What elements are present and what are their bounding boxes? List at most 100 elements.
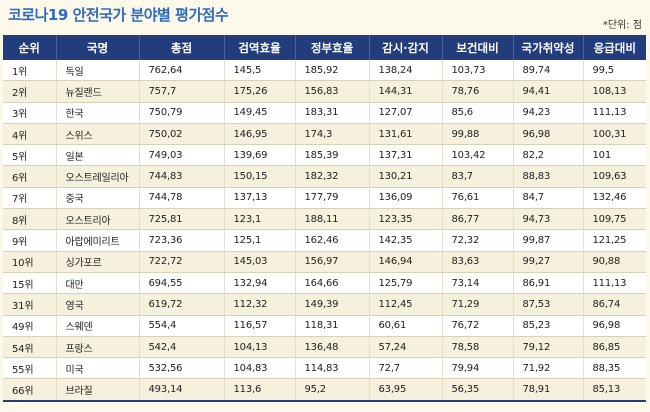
cell-rank: 2위: [3, 80, 57, 103]
cell-total: 749,03: [139, 144, 225, 167]
cell-vulnerability: 82,2: [513, 144, 584, 167]
cell-country: 영국: [56, 293, 140, 316]
cell-country: 스위스: [56, 123, 140, 146]
cell-vulnerability: 99,87: [513, 229, 584, 252]
cell-country: 스웨덴: [56, 315, 140, 337]
cell-rank: 9위: [3, 229, 57, 252]
cell-emergency: 100,31: [583, 123, 646, 146]
cell-quarantine: 112,32: [224, 293, 296, 316]
cell-quarantine: 137,13: [224, 187, 296, 210]
cell-emergency: 132,46: [583, 187, 646, 210]
cell-health: 99,88: [442, 123, 514, 146]
column-header-health: 보건대비: [442, 35, 514, 60]
cell-emergency: 109,63: [583, 165, 646, 188]
cell-total: 725,81: [139, 208, 225, 231]
cell-total: 750,02: [139, 123, 225, 146]
table-row: 49위 스웨덴 554,4 116,57 118,31 60,61 76,72 85,23 96…: [3, 315, 646, 337]
column-header-quarantine: 검역효율: [224, 35, 296, 60]
cell-country: 브라질: [56, 378, 140, 402]
cell-total: 722,72: [139, 251, 225, 273]
table-row: 66위 브라질 493,14 113,6 95,2 63,95 56,35 78,91 85,1…: [3, 378, 646, 402]
cell-vulnerability: 99,27: [513, 251, 584, 273]
cell-health: 71,29: [442, 293, 514, 316]
cell-quarantine: 175,26: [224, 80, 296, 103]
cell-quarantine: 125,1: [224, 229, 296, 252]
cell-quarantine: 116,57: [224, 315, 296, 337]
cell-monitoring: 127,07: [369, 102, 443, 124]
cell-monitoring: 112,45: [369, 293, 443, 316]
cell-monitoring: 136,09: [369, 187, 443, 210]
cell-quarantine: 123,1: [224, 208, 296, 231]
table-row: 9위 아랍에미리트 723,36 125,1 162,46 142,35 72,32 99,8…: [3, 229, 646, 252]
column-header-government: 정부효율: [295, 35, 370, 60]
column-header-rank: 순위: [3, 35, 57, 60]
table-row: 31위 영국 619,72 112,32 149,39 112,45 71,29 87,53 8…: [3, 293, 646, 316]
cell-total: 723,36: [139, 229, 225, 252]
cell-government: 95,2: [295, 378, 370, 402]
cell-total: 744,83: [139, 165, 225, 188]
page-title: 코로나19 안전국가 분야별 평가점수: [8, 6, 229, 24]
table-row: 54위 프랑스 542,4 104,13 136,48 57,24 78,58 79,12 86…: [3, 336, 646, 359]
cell-rank: 49위: [3, 315, 57, 337]
cell-emergency: 109,75: [583, 208, 646, 231]
cell-health: 86,77: [442, 208, 514, 231]
cell-country: 미국: [56, 357, 140, 380]
cell-rank: 15위: [3, 272, 57, 295]
cell-total: 750,79: [139, 102, 225, 124]
cell-rank: 66위: [3, 378, 57, 402]
table-row: 15위 대만 694,55 132,94 164,66 125,79 73,14 86,91 1…: [3, 272, 646, 295]
cell-health: 79,94: [442, 357, 514, 380]
cell-monitoring: 146,94: [369, 251, 443, 273]
cell-rank: 55위: [3, 357, 57, 380]
cell-monitoring: 57,24: [369, 336, 443, 359]
cell-monitoring: 123,35: [369, 208, 443, 231]
cell-total: 532,56: [139, 357, 225, 380]
cell-emergency: 88,35: [583, 357, 646, 380]
cell-rank: 10위: [3, 251, 57, 273]
cell-vulnerability: 84,7: [513, 187, 584, 210]
cell-health: 73,14: [442, 272, 514, 295]
table-row: 6위 오스트레일리아 744,83 150,15 182,32 130,21 83,7 88,…: [3, 165, 646, 188]
table-row: 2위 뉴질랜드 757,7 175,26 156,83 144,31 78,76 94,41 1…: [3, 80, 646, 103]
cell-vulnerability: 94,41: [513, 80, 584, 103]
cell-country: 대만: [56, 272, 140, 295]
cell-government: 182,32: [295, 165, 370, 188]
cell-total: 619,72: [139, 293, 225, 316]
cell-vulnerability: 87,53: [513, 293, 584, 316]
table-row: 10위 싱가포르 722,72 145,03 156,97 146,94 83,63 99,2…: [3, 251, 646, 273]
cell-monitoring: 131,61: [369, 123, 443, 146]
cell-rank: 5위: [3, 144, 57, 167]
cell-rank: 4위: [3, 123, 57, 146]
cell-monitoring: 125,79: [369, 272, 443, 295]
cell-government: 164,66: [295, 272, 370, 295]
cell-health: 78,58: [442, 336, 514, 359]
cell-vulnerability: 79,12: [513, 336, 584, 359]
cell-health: 76,72: [442, 315, 514, 337]
cell-health: 83,63: [442, 251, 514, 273]
cell-country: 독일: [56, 60, 140, 82]
cell-government: 114,83: [295, 357, 370, 380]
cell-vulnerability: 88,83: [513, 165, 584, 188]
cell-rank: 54위: [3, 336, 57, 359]
cell-health: 103,42: [442, 144, 514, 167]
cell-emergency: 86,85: [583, 336, 646, 359]
table-row: 8위 오스트리아 725,81 123,1 188,11 123,35 86,77 94,73…: [3, 208, 646, 231]
cell-total: 694,55: [139, 272, 225, 295]
cell-vulnerability: 94,23: [513, 102, 584, 124]
cell-government: 149,39: [295, 293, 370, 316]
cell-rank: 31위: [3, 293, 57, 316]
cell-monitoring: 144,31: [369, 80, 443, 103]
cell-total: 762,64: [139, 60, 225, 82]
cell-country: 일본: [56, 144, 140, 167]
cell-rank: 8위: [3, 208, 57, 231]
cell-government: 177,79: [295, 187, 370, 210]
table-row: 55위 미국 532,56 104,83 114,83 72,7 79,94 71,92 88,…: [3, 357, 646, 380]
cell-government: 156,83: [295, 80, 370, 103]
cell-government: 156,97: [295, 251, 370, 273]
cell-health: 78,76: [442, 80, 514, 103]
cell-emergency: 108,13: [583, 80, 646, 103]
cell-total: 744,78: [139, 187, 225, 210]
cell-government: 136,48: [295, 336, 370, 359]
cell-monitoring: 72,7: [369, 357, 443, 380]
cell-country: 아랍에미리트: [56, 229, 140, 252]
